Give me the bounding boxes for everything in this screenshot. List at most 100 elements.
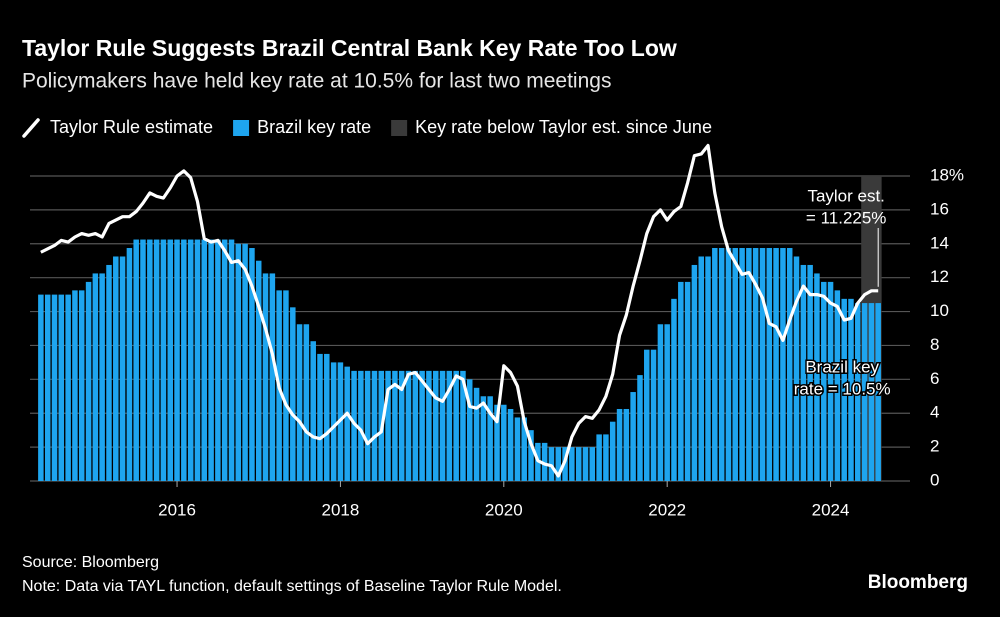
bar <box>330 362 337 481</box>
y-tick-label: 18% <box>930 165 964 184</box>
bar <box>133 239 139 481</box>
brand: Bloomberg <box>868 572 968 593</box>
bar <box>78 290 85 481</box>
bar <box>684 281 691 481</box>
bar <box>446 370 453 481</box>
bar <box>786 248 793 481</box>
bar <box>317 353 323 481</box>
line <box>40 143 879 478</box>
bar <box>494 404 500 481</box>
bar <box>861 303 868 481</box>
bar <box>650 349 657 481</box>
bar <box>480 396 487 481</box>
bar <box>269 273 276 481</box>
bar <box>106 264 112 481</box>
bar <box>644 349 650 481</box>
bar <box>119 256 126 481</box>
bar <box>439 370 446 481</box>
bar <box>514 417 521 481</box>
bar <box>501 404 507 481</box>
bar <box>371 370 378 481</box>
bar <box>310 341 316 481</box>
y-tick-label: 12 <box>930 267 949 286</box>
bar <box>160 239 167 481</box>
bar <box>548 447 555 481</box>
bar <box>147 239 153 481</box>
bar <box>569 447 575 481</box>
y-tick-label: 16 <box>930 199 949 218</box>
y-tick-label: 0 <box>930 470 939 489</box>
bar <box>460 370 466 481</box>
bar <box>113 256 119 481</box>
bar <box>392 370 398 481</box>
bar <box>419 370 425 481</box>
bar <box>174 239 180 481</box>
bar <box>603 434 609 481</box>
y-tick-label: 4 <box>930 403 939 422</box>
bar <box>739 248 745 481</box>
bar <box>65 294 71 481</box>
chart-title: Taylor Rule Suggests Brazil Central Bank… <box>22 35 677 61</box>
bar <box>752 248 759 481</box>
bar <box>283 290 289 481</box>
bar <box>732 248 738 481</box>
bar <box>800 264 807 481</box>
bar <box>344 366 350 481</box>
bar <box>426 370 432 481</box>
legend-label: Brazil key rate <box>257 117 371 137</box>
bar <box>705 256 711 481</box>
bar <box>38 294 44 481</box>
bar <box>58 294 65 481</box>
legend-label: Key rate below Taylor est. since June <box>415 117 712 137</box>
annotation: Taylor est. <box>807 186 884 205</box>
bar <box>487 396 493 481</box>
bar <box>555 447 562 481</box>
bar <box>44 294 51 481</box>
y-tick-label: 6 <box>930 369 939 388</box>
bar <box>433 370 439 481</box>
bar <box>99 273 105 481</box>
legend-swatch <box>233 120 250 136</box>
bar <box>657 324 664 481</box>
x-tick-label: 2016 <box>158 500 196 519</box>
legend-label: Taylor Rule estimate <box>50 117 213 137</box>
bar <box>698 256 704 481</box>
x-tick-label: 2020 <box>485 500 523 519</box>
bar <box>793 256 800 481</box>
annotation: = 11.225% <box>806 208 887 227</box>
y-tick-label: 8 <box>930 335 939 354</box>
bar <box>827 281 834 481</box>
bar <box>398 370 405 481</box>
bar <box>528 430 534 481</box>
bar <box>766 248 773 481</box>
bar <box>242 243 248 481</box>
bar <box>405 370 412 481</box>
bar <box>208 239 214 481</box>
bar <box>473 387 480 481</box>
y-tick-label: 14 <box>930 233 949 252</box>
bar <box>249 248 255 481</box>
bar <box>255 260 262 481</box>
bar <box>221 239 228 481</box>
annotation: Brazil key <box>805 357 879 376</box>
bar <box>385 370 391 481</box>
bar <box>303 324 310 481</box>
bar <box>453 370 459 481</box>
note: Note: Data via TAYL function, default se… <box>22 578 562 595</box>
bar <box>609 421 616 481</box>
bar <box>358 370 364 481</box>
bar <box>623 408 630 481</box>
bar <box>167 239 174 481</box>
bar <box>718 248 725 481</box>
bar <box>412 370 419 481</box>
bar <box>575 447 582 481</box>
bar <box>541 442 548 481</box>
bar <box>228 239 235 481</box>
bar <box>780 248 786 481</box>
bar <box>596 434 602 481</box>
source: Source: Bloomberg <box>22 554 159 571</box>
bar <box>868 303 875 481</box>
